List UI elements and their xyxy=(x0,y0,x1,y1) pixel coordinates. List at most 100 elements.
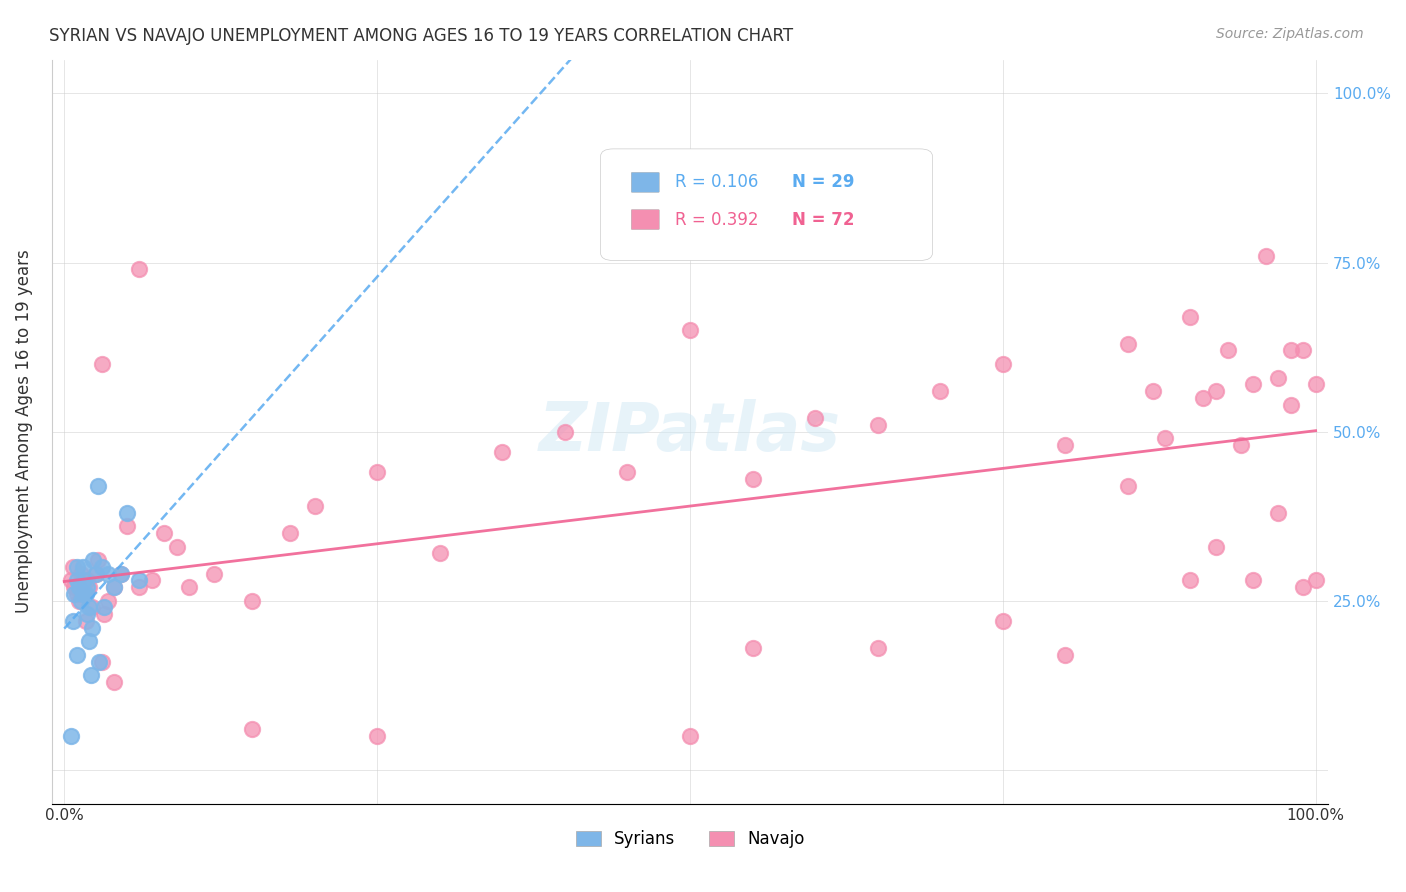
Point xyxy=(110,566,132,581)
Point xyxy=(1116,479,1139,493)
Point xyxy=(179,580,201,594)
Point xyxy=(240,723,263,737)
Point xyxy=(79,668,101,682)
Point xyxy=(76,580,98,594)
Point xyxy=(1216,343,1239,358)
Point xyxy=(63,587,86,601)
Legend: Syrians, Navajo: Syrians, Navajo xyxy=(569,823,811,855)
Point xyxy=(366,465,388,479)
Point xyxy=(1192,391,1215,405)
Point xyxy=(115,519,138,533)
Point xyxy=(554,425,576,439)
FancyBboxPatch shape xyxy=(631,172,659,193)
Point xyxy=(1254,249,1277,263)
Point xyxy=(59,574,82,588)
Point xyxy=(991,614,1014,628)
Point xyxy=(87,479,110,493)
Point xyxy=(84,566,107,581)
Point xyxy=(103,580,125,594)
Point xyxy=(929,384,952,398)
Text: R = 0.392: R = 0.392 xyxy=(675,211,758,228)
Y-axis label: Unemployment Among Ages 16 to 19 years: Unemployment Among Ages 16 to 19 years xyxy=(15,250,32,614)
Point xyxy=(1305,574,1327,588)
Point xyxy=(97,566,120,581)
Point xyxy=(1180,310,1202,324)
Point xyxy=(72,587,94,601)
Point xyxy=(1292,343,1315,358)
Point xyxy=(1292,580,1315,594)
Point xyxy=(240,593,263,607)
Point xyxy=(204,566,226,581)
Point xyxy=(89,655,111,669)
Point xyxy=(76,574,98,588)
Point xyxy=(80,600,103,615)
Point xyxy=(82,553,104,567)
Text: N = 72: N = 72 xyxy=(792,211,855,228)
Point xyxy=(90,357,112,371)
Point xyxy=(97,593,120,607)
Point xyxy=(1142,384,1164,398)
Point xyxy=(679,729,702,743)
Point xyxy=(93,600,115,615)
Point xyxy=(1279,343,1302,358)
Point xyxy=(72,587,94,601)
Point xyxy=(1241,574,1264,588)
Point xyxy=(141,574,163,588)
Point xyxy=(69,566,91,581)
Text: ZIPatlas: ZIPatlas xyxy=(538,399,841,465)
Point xyxy=(128,574,150,588)
Point xyxy=(69,593,91,607)
Point xyxy=(1180,574,1202,588)
Point xyxy=(153,526,176,541)
Point xyxy=(79,580,101,594)
Point xyxy=(66,587,89,601)
Point xyxy=(76,607,98,622)
Point xyxy=(66,574,89,588)
Point xyxy=(87,553,110,567)
Point xyxy=(79,600,101,615)
Point xyxy=(67,580,90,594)
Point xyxy=(1279,398,1302,412)
Point xyxy=(366,729,388,743)
Point xyxy=(59,729,82,743)
Point xyxy=(1205,384,1227,398)
Point xyxy=(1267,370,1289,384)
Point xyxy=(75,614,97,628)
Point xyxy=(1054,648,1077,662)
Point xyxy=(616,465,638,479)
Point xyxy=(115,506,138,520)
Point xyxy=(679,323,702,337)
Point xyxy=(128,580,150,594)
Text: SYRIAN VS NAVAJO UNEMPLOYMENT AMONG AGES 16 TO 19 YEARS CORRELATION CHART: SYRIAN VS NAVAJO UNEMPLOYMENT AMONG AGES… xyxy=(49,27,793,45)
Point xyxy=(1229,438,1251,452)
Point xyxy=(429,546,451,560)
Point xyxy=(741,472,763,486)
Point xyxy=(80,621,103,635)
Point xyxy=(741,641,763,656)
Point xyxy=(128,262,150,277)
Point xyxy=(166,540,188,554)
Point xyxy=(110,566,132,581)
Point xyxy=(84,566,107,581)
Point xyxy=(1116,336,1139,351)
Point xyxy=(66,648,89,662)
Point xyxy=(866,417,889,432)
Point xyxy=(75,587,97,601)
Point xyxy=(804,411,827,425)
Point xyxy=(866,641,889,656)
Point xyxy=(304,499,326,513)
Point xyxy=(1054,438,1077,452)
Point xyxy=(63,580,86,594)
Point xyxy=(1241,377,1264,392)
Point xyxy=(66,560,89,574)
Point xyxy=(103,674,125,689)
Point xyxy=(491,445,513,459)
Point xyxy=(90,655,112,669)
Point xyxy=(93,607,115,622)
Text: N = 29: N = 29 xyxy=(792,173,855,192)
Point xyxy=(62,614,84,628)
Point xyxy=(90,560,112,574)
Point xyxy=(1305,377,1327,392)
FancyBboxPatch shape xyxy=(600,149,932,260)
Point xyxy=(103,580,125,594)
